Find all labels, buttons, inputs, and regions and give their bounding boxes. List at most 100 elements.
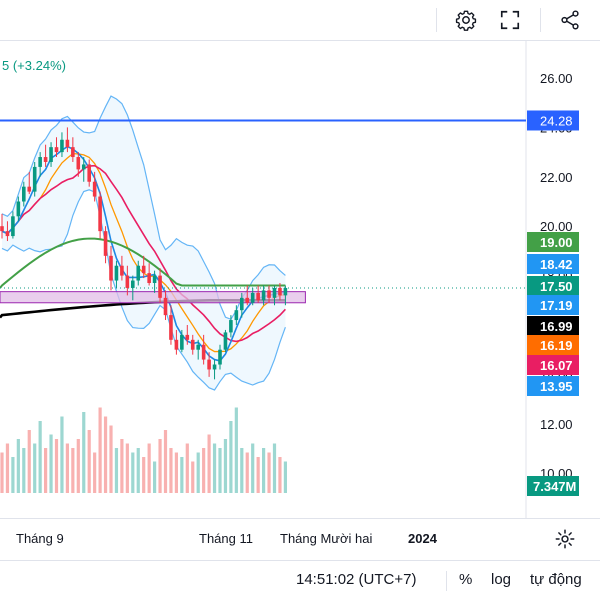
- ma-green-line: [0, 237, 286, 289]
- candle-body: [234, 310, 239, 321]
- volume-bar: [180, 457, 184, 493]
- bottom-bar: 14:51:02 (UTC+7) % log tự động: [0, 560, 600, 601]
- volume-bar: [54, 439, 59, 493]
- candle-body: [125, 275, 130, 288]
- axis-price-label-bg: [527, 316, 579, 336]
- volume-bar: [38, 421, 42, 493]
- candle-body: [109, 255, 113, 281]
- gear-icon[interactable]: [452, 6, 480, 34]
- volume-bar: [174, 452, 178, 493]
- candle-body: [169, 315, 173, 340]
- volume-bar: [60, 416, 64, 493]
- bottom-divider: [446, 571, 447, 591]
- time-tick: Tháng 11: [199, 531, 253, 546]
- candle-body: [152, 275, 157, 284]
- axis-settings-gear-icon[interactable]: [554, 528, 576, 550]
- volume-bar: [240, 448, 244, 493]
- volume-bar: [65, 443, 69, 493]
- candle-body: [5, 231, 10, 237]
- candle-body: [92, 181, 97, 197]
- axis-price-label-bg: [527, 476, 579, 496]
- candle-body: [131, 280, 135, 288]
- volume-bar: [27, 430, 31, 493]
- candle-body: [65, 139, 70, 148]
- volume-bar: [147, 443, 151, 493]
- volume-bar: [212, 443, 217, 493]
- level-price-label: 24.28: [540, 113, 573, 128]
- volume-bar: [223, 439, 228, 493]
- candle-body: [103, 231, 108, 256]
- volume-bar: [272, 443, 277, 493]
- axis-price-label-bg: [527, 232, 579, 252]
- volume-bar: [196, 452, 200, 493]
- volume-bar: [136, 448, 140, 493]
- candle-body: [185, 334, 190, 340]
- candle-body: [229, 320, 233, 333]
- candle-body: [256, 292, 260, 301]
- level-price-label-bg: [527, 110, 579, 131]
- volume-bar: [283, 461, 287, 493]
- volume-bar: [5, 443, 10, 493]
- volume-bar: [125, 443, 129, 493]
- volume-bar: [87, 430, 91, 493]
- volume-bar: [44, 448, 48, 493]
- share-icon[interactable]: [556, 6, 584, 34]
- volume-bar: [11, 457, 15, 493]
- volume-bar: [256, 457, 260, 493]
- axis-price-label: 18.42: [540, 257, 573, 272]
- volume-bar: [76, 439, 80, 493]
- candle-body: [283, 287, 288, 296]
- candle-body: [240, 297, 244, 311]
- candle-body: [98, 196, 102, 232]
- candle-body: [261, 290, 266, 301]
- price-change-text: 5 (+3.24%): [2, 58, 66, 73]
- bollinger-upper-line: [1, 95, 286, 320]
- price-chart[interactable]: 26.0024.0022.0020.0018.0016.0014.0012.00…: [0, 41, 600, 519]
- candle-body: [174, 339, 179, 350]
- candle-body: [38, 157, 42, 167]
- y-tick-label: 12.00: [540, 417, 573, 432]
- volume-bar: [158, 439, 162, 493]
- volume-bar: [93, 452, 97, 493]
- candle-body: [190, 339, 195, 350]
- candle-body: [16, 201, 21, 217]
- time-tick: Tháng 9: [16, 531, 64, 546]
- clock-text: 14:51:02 (UTC+7): [296, 571, 417, 588]
- candle-body: [43, 157, 48, 162]
- volume-bar: [185, 443, 189, 493]
- candle-body: [245, 297, 250, 303]
- chart-area[interactable]: 26.0024.0022.0020.0018.0016.0014.0012.00…: [0, 41, 600, 519]
- volume-bar: [103, 416, 108, 493]
- support-zone-rect: [0, 291, 306, 304]
- volume-bar: [191, 461, 195, 493]
- axis-price-label-bg: [527, 295, 579, 315]
- volume-bar: [98, 407, 102, 493]
- candle-body: [49, 147, 53, 162]
- axis-price-label: 7.347M: [533, 479, 576, 494]
- toolbar-divider: [540, 8, 541, 32]
- percent-button[interactable]: %: [459, 571, 473, 588]
- candle-body: [147, 273, 151, 284]
- volume-bar: [142, 457, 146, 493]
- axis-price-label-bg: [527, 335, 579, 355]
- axis-price-label: 19.00: [540, 235, 573, 250]
- candle-body: [114, 265, 119, 281]
- volume-bar: [207, 434, 211, 493]
- fullscreen-icon[interactable]: [496, 6, 524, 34]
- candle-body: [272, 287, 277, 298]
- volume-bar: [0, 452, 4, 493]
- candle-body: [163, 297, 168, 316]
- candle-body: [32, 166, 37, 192]
- axis-price-label: 16.07: [540, 358, 573, 373]
- candle-body: [180, 334, 184, 350]
- candle-body: [250, 292, 255, 303]
- candle-body: [267, 290, 271, 298]
- volume-bar: [229, 421, 233, 493]
- volume-bar: [278, 457, 282, 493]
- candle-body: [141, 265, 146, 274]
- log-button[interactable]: log: [491, 571, 512, 588]
- axis-price-label: 16.19: [540, 338, 573, 353]
- volume-bar: [71, 448, 75, 493]
- axis-price-label: 17.19: [540, 298, 573, 313]
- auto-button[interactable]: tự động: [530, 571, 582, 588]
